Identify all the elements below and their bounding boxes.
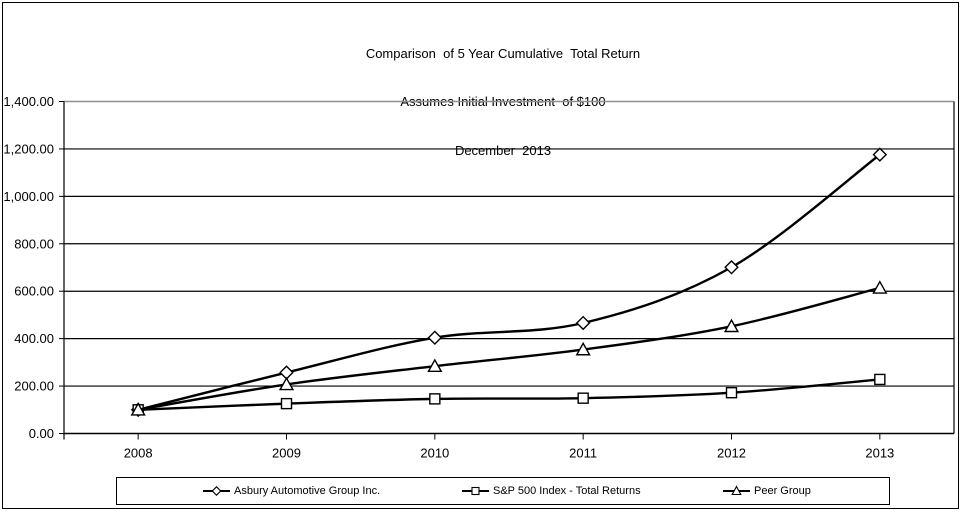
y-axis-label-1200: 1,200.00 xyxy=(3,141,54,156)
marker-triangle-2010 xyxy=(427,358,443,373)
diamond-marker-icon xyxy=(203,485,230,496)
marker-square-2013 xyxy=(874,373,886,386)
x-axis-label-2009: 2009 xyxy=(272,446,301,461)
y-axis-label-1000: 1,000.00 xyxy=(3,189,54,204)
marker-square-2012 xyxy=(725,387,738,399)
marker-triangle-2013 xyxy=(872,280,888,294)
y-axis-label-400: 400.00 xyxy=(14,331,54,346)
series-line-peer-group xyxy=(136,286,882,411)
marker-diamond-2011 xyxy=(575,315,591,331)
marker-triangle-2008 xyxy=(130,402,146,416)
y-axis-label-200: 200.00 xyxy=(14,379,54,394)
y-axis-label-600: 600.00 xyxy=(14,284,54,299)
y-axis-label-0: 0.00 xyxy=(29,426,54,441)
chart-title-line3: December 2013 xyxy=(454,143,552,159)
y-axis-label-1400: 1,400.00 xyxy=(3,94,54,109)
x-axis-label-2010: 2010 xyxy=(420,446,449,461)
marker-triangle-2012 xyxy=(723,318,740,333)
x-axis-label-2012: 2012 xyxy=(717,446,746,461)
x-axis-label-2008: 2008 xyxy=(124,446,153,461)
y-axis-label-800: 800.00 xyxy=(14,236,54,251)
marker-diamond-2010 xyxy=(427,330,443,345)
square-marker-icon xyxy=(462,486,489,495)
series-line-s-p-500-index-total-returns xyxy=(136,378,882,411)
marker-triangle-2011 xyxy=(575,341,591,356)
legend-label-peer-group: Peer Group xyxy=(754,484,811,497)
x-axis-label-2013: 2013 xyxy=(865,446,894,461)
marker-diamond-2013 xyxy=(872,147,888,162)
marker-diamond-2012 xyxy=(724,259,739,275)
marker-square-2010 xyxy=(429,393,441,405)
chart-legend: Asbury Automotive Group Inc. S&P 500 Ind… xyxy=(116,477,890,505)
chart-title-line1: Comparison of 5 Year Cumulative Total Re… xyxy=(365,45,641,61)
series-line-asbury-automotive-group-inc xyxy=(136,153,882,411)
legend-label-asbury: Asbury Automotive Group Inc. xyxy=(234,484,381,497)
marker-square-2011 xyxy=(577,392,589,404)
legend-item-asbury-automotive: Asbury Automotive Group Inc. xyxy=(203,478,380,503)
marker-square-2009 xyxy=(280,397,293,410)
x-axis-label-2011: 2011 xyxy=(569,446,597,461)
legend-label-sp500: S&P 500 Index - Total Returns xyxy=(493,484,641,497)
legend-item-peer-group: Peer Group xyxy=(723,478,811,503)
legend-item-sp500: S&P 500 Index - Total Returns xyxy=(462,478,641,503)
triangle-marker-icon xyxy=(723,484,750,495)
marker-triangle-2009 xyxy=(278,376,295,391)
